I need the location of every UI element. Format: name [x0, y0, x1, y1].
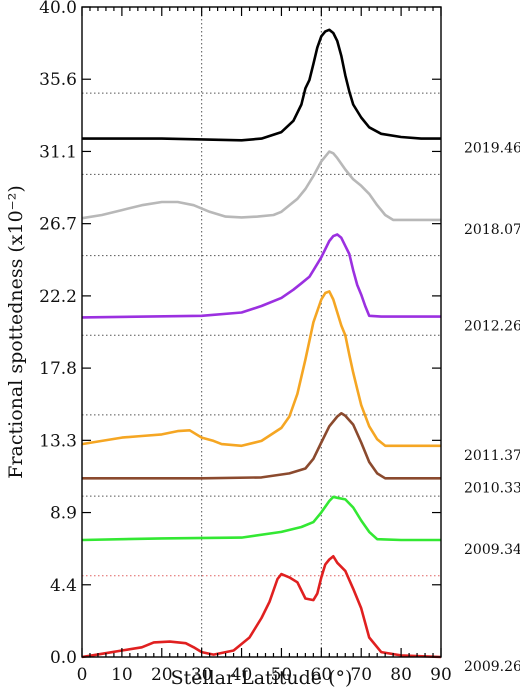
epoch-label: 2012.26 [464, 319, 520, 335]
y-tick-labels: 0.0 4.4 8.9 13.3 17.8 22.2 26.7 31.1 35.6 40.0 [39, 0, 77, 668]
epoch-label: 2019.46 [464, 141, 520, 157]
epoch-label: 2009.26 [464, 659, 520, 675]
plot-grid [201, 7, 322, 657]
y-tick-label: 4.4 [50, 576, 77, 596]
y-tick-label: 22.2 [39, 287, 77, 307]
x-axis-title: Stellar Latitude (°) [171, 667, 353, 689]
epoch-guide-lines [82, 92, 441, 577]
x-tick-labels: 0 10 20 30 40 50 60 70 80 90 [77, 665, 452, 685]
x-tick-label: 70 [350, 665, 372, 685]
series-lines [81, 28, 442, 659]
series-line-2009.26 [81, 554, 442, 659]
epoch-label: 2010.33 [464, 480, 520, 496]
epoch-labels: 2009.26 2009.34 2010.33 2011.37 2012.26 2018.… [464, 141, 520, 675]
x-tick-label: 40 [231, 665, 253, 685]
epoch-label: 2011.37 [464, 448, 520, 464]
series-line-2010.33 [82, 411, 441, 480]
x-tick-label: 80 [390, 665, 412, 685]
tick-marks [81, 6, 442, 658]
y-tick-label: 26.7 [39, 215, 77, 235]
x-tick-label: 10 [111, 665, 133, 685]
series-line-2018.07 [81, 150, 441, 222]
series-line-2009.34 [81, 495, 441, 542]
y-tick-label: 40.0 [39, 0, 77, 18]
plot-frame [81, 6, 442, 658]
series-line-2019.46 [82, 28, 441, 142]
y-tick-label: 13.3 [39, 431, 77, 451]
y-tick-label: 35.6 [39, 70, 77, 90]
x-tick-label: 90 [430, 665, 452, 685]
x-tick-label: 30 [191, 665, 213, 685]
series-line-2012.26 [81, 233, 441, 319]
x-tick-label: 20 [151, 665, 173, 685]
x-tick-label: 60 [311, 665, 333, 685]
y-tick-label: 31.1 [39, 142, 77, 162]
y-tick-label: 8.9 [50, 504, 77, 524]
y-tick-label: 0.0 [50, 648, 77, 668]
y-axis-title: Fractional spottedness (x10⁻²) [5, 185, 27, 478]
epoch-label: 2018.07 [464, 222, 520, 238]
y-tick-label: 17.8 [39, 359, 77, 379]
epoch-label: 2009.34 [464, 542, 520, 558]
series-line-2011.37 [81, 290, 441, 448]
x-tick-label: 50 [271, 665, 293, 685]
x-tick-label: 0 [77, 665, 88, 685]
